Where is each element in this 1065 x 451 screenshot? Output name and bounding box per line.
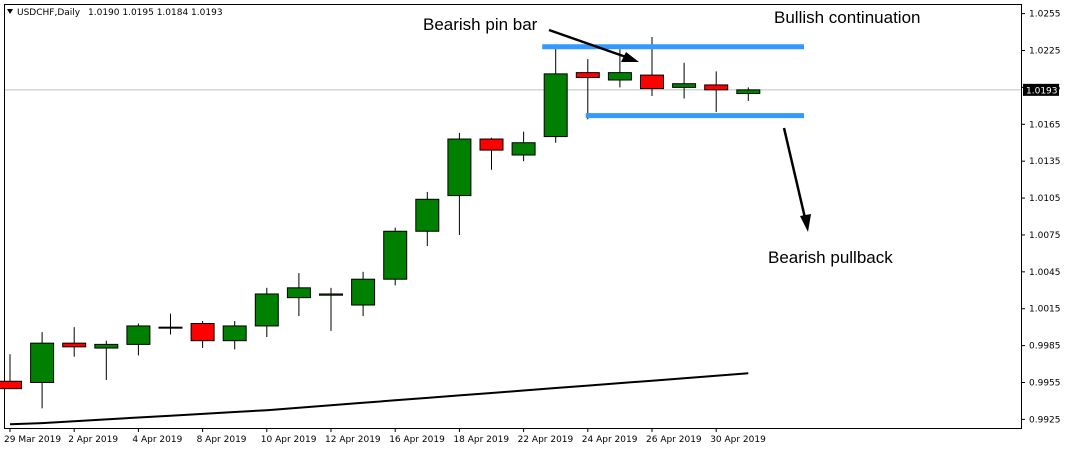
current-price-label: 1.0193 xyxy=(1026,86,1058,96)
candle-body xyxy=(351,278,376,306)
candle-body xyxy=(94,343,119,349)
annotation-bullish-continuation: Bullish continuation xyxy=(774,8,920,27)
candle xyxy=(286,273,311,317)
moving-average-line xyxy=(9,372,749,426)
candle-body xyxy=(62,342,87,348)
candle-body xyxy=(319,293,343,296)
candle-body xyxy=(543,73,568,138)
time-tick-label: 16 Apr 2019 xyxy=(389,435,445,445)
candle xyxy=(575,59,600,120)
candle xyxy=(94,340,119,381)
candle-body xyxy=(511,142,536,156)
candle-body xyxy=(0,380,22,390)
price-tick-label: 0.9955 xyxy=(1029,379,1061,389)
candle xyxy=(158,313,183,335)
price-tick-label: 1.0255 xyxy=(1029,10,1061,20)
candle xyxy=(254,287,279,338)
symbol-title: USDCHF,Daily xyxy=(17,8,81,18)
time-tick-label: 22 Apr 2019 xyxy=(518,435,574,445)
candle xyxy=(126,323,151,356)
candle xyxy=(190,321,215,349)
candle-body xyxy=(479,138,504,151)
pin-bar-arrow xyxy=(548,28,639,62)
annotation-bearish-pin-bar: Bearish pin bar xyxy=(423,15,538,34)
pullback-arrow xyxy=(782,127,811,232)
candle-body xyxy=(222,325,247,342)
time-tick-label: 10 Apr 2019 xyxy=(261,435,317,445)
symbol-menu-icon[interactable] xyxy=(7,9,13,14)
candle-body xyxy=(254,293,279,327)
time-axis: 29 Mar 2019 2 Apr 2019 4 Apr 2019 8 Apr 201… xyxy=(4,428,766,445)
candle-body xyxy=(30,342,55,384)
candle xyxy=(479,137,504,170)
candle xyxy=(736,87,761,101)
price-tick-label: 1.0015 xyxy=(1029,305,1061,315)
candle-body xyxy=(190,322,215,342)
candle xyxy=(383,227,408,286)
candle-body xyxy=(575,72,600,79)
candle xyxy=(511,131,536,162)
candlesticks xyxy=(0,36,761,409)
ohlc-readout: 1.0190 1.0195 1.0184 1.0193 xyxy=(88,8,223,18)
candle-body xyxy=(383,230,408,280)
price-tick-label: 1.0225 xyxy=(1029,46,1061,56)
annotation-bearish-pullback: Bearish pullback xyxy=(768,248,893,267)
price-tick-label: 1.0135 xyxy=(1029,157,1061,167)
candle-body xyxy=(672,83,697,88)
candle xyxy=(447,132,472,235)
candle-body xyxy=(158,326,183,329)
candle-body xyxy=(640,74,664,90)
price-tick-label: 1.0075 xyxy=(1029,231,1061,241)
candle xyxy=(0,354,22,390)
candle xyxy=(672,62,697,99)
time-tick-label: 12 Apr 2019 xyxy=(325,435,381,445)
candle xyxy=(704,71,729,112)
candle-body xyxy=(286,287,311,299)
candle xyxy=(222,321,247,350)
time-tick-label: 29 Mar 2019 xyxy=(4,435,61,445)
candle xyxy=(415,191,440,247)
price-tick-label: 1.0165 xyxy=(1029,120,1061,130)
time-tick-label: 30 Apr 2019 xyxy=(710,435,766,445)
candle-body xyxy=(736,89,761,95)
candle xyxy=(319,287,343,331)
candle xyxy=(351,271,376,317)
time-tick-label: 18 Apr 2019 xyxy=(453,435,509,445)
candle xyxy=(543,44,568,143)
price-tick-label: 0.9925 xyxy=(1029,415,1061,425)
price-tick-label: 1.0045 xyxy=(1029,268,1061,278)
candle-body xyxy=(126,325,151,345)
moving-average xyxy=(9,372,749,426)
candle xyxy=(62,327,87,357)
plot-frame xyxy=(4,4,1022,429)
candle xyxy=(30,332,55,409)
price-tick-label: 1.0105 xyxy=(1029,194,1061,204)
candle-body xyxy=(447,138,472,197)
candle-body xyxy=(415,198,440,232)
time-tick-label: 24 Apr 2019 xyxy=(582,435,638,445)
key-levels xyxy=(542,44,804,119)
time-tick-label: 2 Apr 2019 xyxy=(68,435,118,445)
price-tick-label: 0.9985 xyxy=(1029,342,1061,352)
candle-body xyxy=(607,72,632,81)
time-tick-label: 4 Apr 2019 xyxy=(132,435,182,445)
time-tick-label: 26 Apr 2019 xyxy=(646,435,702,445)
current-price-badge: 1.0193 xyxy=(1023,83,1059,96)
time-tick-label: 8 Apr 2019 xyxy=(197,435,247,445)
candle-body xyxy=(704,84,729,91)
